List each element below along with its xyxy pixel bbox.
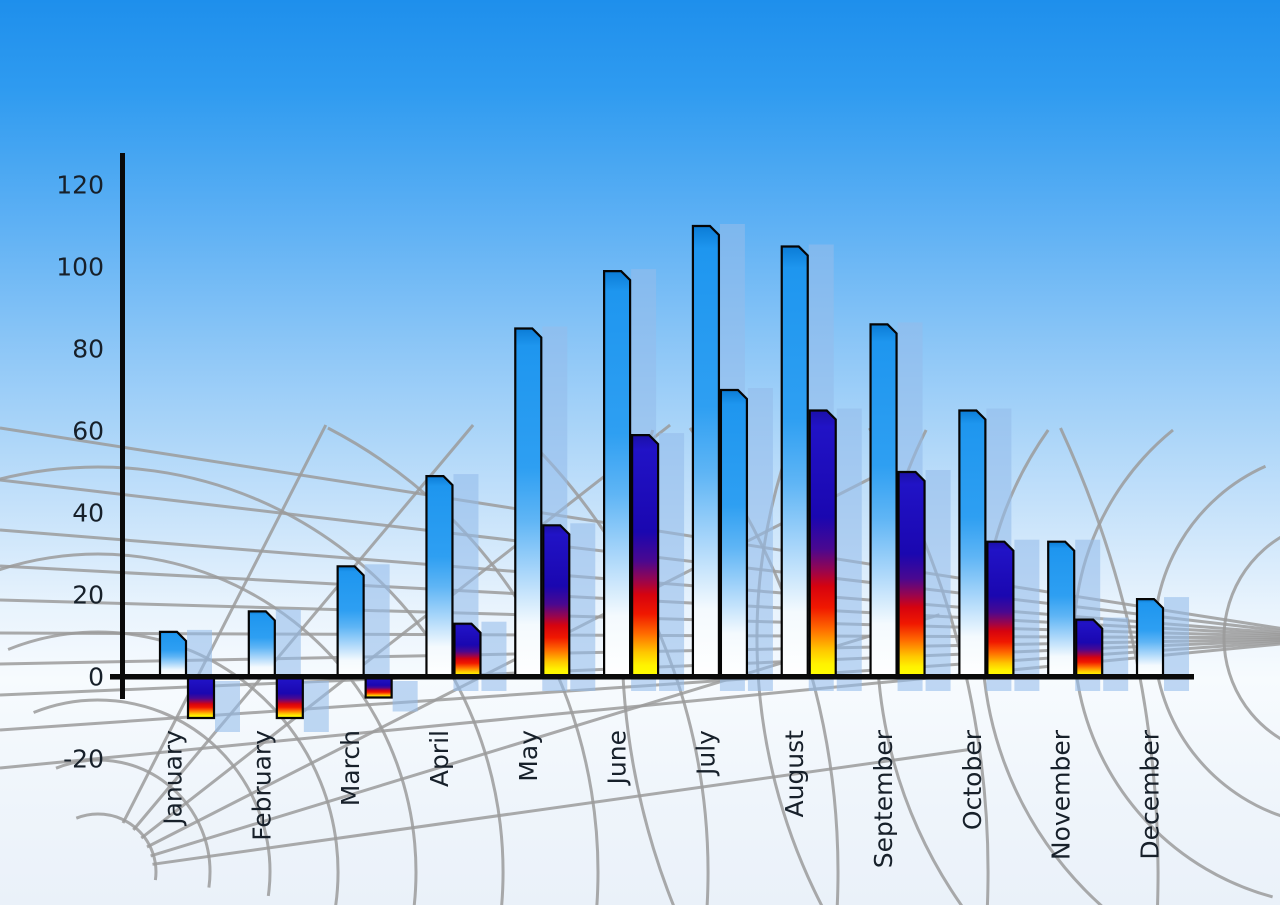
y-tick-label-100: 100 <box>56 253 104 282</box>
bar-echo-series2 <box>215 681 240 732</box>
grid-arc-right <box>1072 428 1273 899</box>
bar-series2-march <box>364 675 393 699</box>
grid-arc-left <box>0 465 505 905</box>
x-label-july: July <box>691 730 720 777</box>
x-label-june: June <box>603 730 632 786</box>
bar-series1-february <box>247 610 276 679</box>
bar-series1-october <box>958 409 987 679</box>
bar-series1-august <box>780 245 809 679</box>
bar-echo-series2 <box>392 681 418 712</box>
grid-ray-left <box>152 748 970 866</box>
bar-echo-series2 <box>747 388 773 691</box>
y-axis-line <box>120 153 125 699</box>
bar-echo-series2 <box>925 470 951 691</box>
bar-series1-march <box>336 565 365 679</box>
bar-echo-series2 <box>303 681 329 732</box>
y-tick-labels: 120 100 80 60 40 20 0 -20 <box>56 171 104 774</box>
bar-series2-february <box>275 675 304 720</box>
y-tick-label-80: 80 <box>72 335 104 364</box>
y-tick-label-60: 60 <box>72 417 104 446</box>
axes-group <box>110 153 1194 699</box>
x-label-may: May <box>514 730 543 782</box>
y-tick-label--20: -20 <box>63 745 104 774</box>
bar-series1-september <box>869 323 898 679</box>
bar-series2-april <box>453 622 482 679</box>
x-label-august: August <box>780 730 809 818</box>
bar-series2-november <box>1075 618 1104 679</box>
y-tick-label-40: 40 <box>72 499 104 528</box>
y-tick-label-0: 0 <box>88 663 104 692</box>
bar-series1-july <box>691 224 721 679</box>
bar-series2-may <box>542 524 571 679</box>
x-label-december: December <box>1136 729 1165 859</box>
bar-series2-june <box>631 434 660 679</box>
bar-series2-october <box>986 540 1015 679</box>
bar-echo-series2 <box>659 433 685 691</box>
bar-series2-july <box>719 388 749 679</box>
x-label-february: February <box>247 730 276 841</box>
month-labels: January February March April May June July Augu… <box>159 729 1165 868</box>
bar-series2-january <box>186 675 216 720</box>
grid-ray-left <box>140 423 672 840</box>
bar-echo-series2 <box>1014 539 1040 691</box>
bar-echo-series2 <box>481 621 507 691</box>
bar-series2-september <box>897 470 926 679</box>
x-label-september: September <box>869 729 898 868</box>
x-label-october: October <box>958 729 987 830</box>
bar-series1-april <box>425 475 454 679</box>
bar-series1-may <box>514 327 543 679</box>
bar-series1-november <box>1047 540 1076 679</box>
bars-group <box>158 224 1190 732</box>
bar-series1-december <box>1135 598 1165 679</box>
bar-echo-series2 <box>836 408 862 691</box>
bar-series1-january <box>158 630 188 679</box>
grid-arc-left <box>75 812 158 881</box>
bar-series2-august <box>808 409 837 679</box>
bar-series1-june <box>603 270 632 679</box>
bar-echo-series2 <box>1103 617 1129 691</box>
grid-arc-left <box>33 698 272 897</box>
bar-echo-series2 <box>570 523 596 691</box>
x-label-november: November <box>1047 729 1076 860</box>
x-label-march: March <box>336 730 365 806</box>
grid-ray-left <box>121 424 328 824</box>
bar-echo-series1 <box>364 564 390 691</box>
x-axis-zero-line <box>110 674 1194 680</box>
x-label-january: January <box>159 730 188 827</box>
y-tick-label-120: 120 <box>56 171 104 200</box>
x-label-april: April <box>425 730 454 787</box>
y-tick-label-20: 20 <box>72 581 104 610</box>
grid-arc-left <box>1059 427 1160 905</box>
